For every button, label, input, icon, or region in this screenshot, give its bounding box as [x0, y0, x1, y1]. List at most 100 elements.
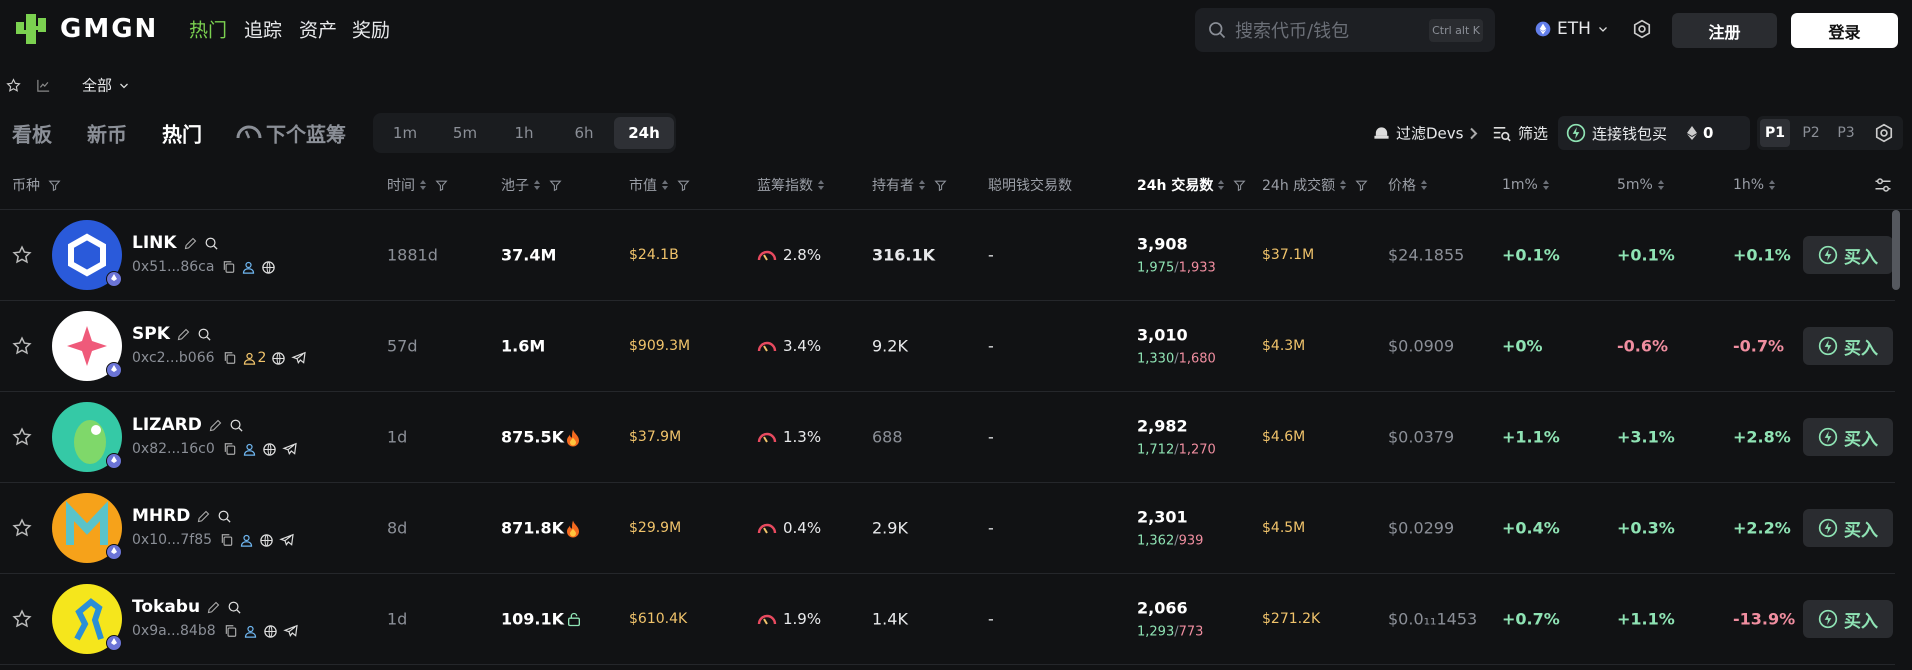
change-h1: -13.9%	[1733, 609, 1796, 629]
buy-button[interactable]: 买入	[1803, 600, 1893, 638]
buy-button[interactable]: 买入	[1803, 418, 1893, 456]
token-symbol[interactable]: SPK	[132, 324, 170, 344]
sort-icon	[1542, 179, 1550, 191]
nav-link[interactable]: 追踪	[244, 19, 283, 42]
column-header[interactable]: 价格	[1388, 175, 1428, 195]
column-header[interactable]: 5m%	[1617, 177, 1665, 193]
nav-link[interactable]: 奖励	[352, 19, 391, 42]
column-header[interactable]: 市值	[629, 175, 690, 195]
token-symbol[interactable]: Tokabu	[132, 597, 201, 617]
favorite-star[interactable]	[12, 336, 32, 356]
website-icon	[261, 260, 276, 275]
change-h1: +2.2%	[1733, 518, 1791, 538]
filter-dropdown[interactable]: 全部	[82, 75, 130, 96]
column-header[interactable]: 聪明钱交易数	[988, 175, 1072, 195]
connect-wallet-buy[interactable]: 连接钱包买 0	[1558, 116, 1750, 150]
bolt-icon	[1818, 245, 1838, 265]
nav-link[interactable]: 资产	[299, 19, 338, 42]
column-header[interactable]: 时间	[387, 175, 448, 195]
time-option[interactable]: 24h	[614, 117, 674, 149]
change-h1: -0.7%	[1733, 336, 1785, 356]
tab[interactable]: 新币	[87, 122, 127, 147]
pool: 871.8K	[501, 518, 565, 538]
pool: 37.4M	[501, 245, 557, 265]
chain-select[interactable]: ETH	[1535, 19, 1609, 39]
login-button[interactable]: 登录	[1791, 13, 1898, 48]
edit-icon	[176, 327, 191, 342]
favorite-star[interactable]	[12, 427, 32, 447]
gauge-icon	[757, 430, 777, 444]
logo[interactable]: GMGN	[12, 10, 158, 48]
bolt-icon	[1818, 336, 1838, 356]
token-symbol[interactable]: LINK	[132, 233, 177, 253]
tab[interactable]: 看板	[12, 122, 52, 147]
filter-icon	[48, 179, 61, 192]
favorite-star[interactable]	[12, 609, 32, 629]
token-symbol[interactable]: LIZARD	[132, 415, 202, 435]
column-header[interactable]: 1m%	[1502, 177, 1550, 193]
nav-link[interactable]: 热门	[189, 19, 228, 42]
token-symbol[interactable]: MHRD	[132, 506, 191, 526]
chain-badge	[106, 635, 122, 651]
smart-money-txs: -	[988, 518, 994, 538]
time-option[interactable]: 5m	[452, 124, 478, 142]
preset-option[interactable]: P2	[1802, 125, 1820, 141]
holders: 2.9K	[872, 518, 908, 538]
preset-option[interactable]: P1	[1760, 119, 1790, 147]
time-option[interactable]: 1h	[514, 124, 534, 142]
market-cap: $24.1B	[629, 247, 679, 263]
price: $0.0₁₁1453	[1388, 609, 1478, 629]
bolt-icon	[1818, 609, 1838, 629]
column-header[interactable]: 1h%	[1733, 177, 1776, 193]
gauge-icon	[757, 248, 777, 262]
preset-settings[interactable]	[1874, 123, 1894, 143]
token-address[interactable]: 0x82...16c0	[132, 441, 215, 457]
bluechip-index: 1.9%	[783, 610, 822, 628]
tab[interactable]: 热门	[162, 122, 202, 147]
token-row[interactable]	[0, 392, 1895, 483]
time-option[interactable]: 1m	[392, 124, 418, 142]
register-button[interactable]: 注册	[1672, 13, 1777, 48]
chart-toggle	[36, 78, 51, 93]
favorite-star[interactable]	[12, 518, 32, 538]
column-label: 持有者	[872, 178, 914, 194]
preset-option[interactable]: P3	[1837, 125, 1855, 141]
bluechip-cell: 3.4%	[757, 337, 821, 355]
filter-icon	[549, 179, 562, 192]
buys-sells: 1,293/773	[1137, 625, 1203, 640]
column-header[interactable]: 持有者	[872, 175, 947, 195]
column-label: 池子	[501, 178, 529, 194]
token-row[interactable]	[0, 210, 1895, 301]
column-header[interactable]: 池子	[501, 175, 562, 195]
token-address[interactable]: 0x10...7f85	[132, 532, 213, 548]
edit-icon	[183, 236, 198, 251]
search-icon	[197, 327, 212, 342]
token-address[interactable]: 0xc2...b066	[132, 350, 215, 366]
token-address[interactable]: 0x51...86ca	[132, 259, 215, 275]
screen-button[interactable]: 筛选	[1492, 123, 1548, 144]
column-header[interactable]: 24h 交易数	[1137, 175, 1246, 195]
token-address[interactable]: 0x9a...84b8	[132, 623, 216, 639]
column-header[interactable]: 币种	[12, 175, 61, 195]
market-cap: $909.3M	[629, 338, 691, 354]
token-row[interactable]	[0, 483, 1895, 574]
token-row[interactable]	[0, 301, 1895, 392]
buy-button[interactable]: 买入	[1803, 509, 1893, 547]
buy-label: 买入	[1844, 429, 1878, 450]
token-row[interactable]	[0, 574, 1895, 665]
price: $0.0909	[1388, 336, 1455, 356]
settings-button[interactable]	[1632, 19, 1652, 39]
buy-button[interactable]: 买入	[1803, 236, 1893, 274]
favorite-star[interactable]	[12, 245, 32, 265]
sort-icon	[1217, 179, 1225, 191]
time-option[interactable]: 6h	[574, 124, 594, 142]
buy-button[interactable]: 买入	[1803, 327, 1893, 365]
search-box[interactable]: 搜索代币/钱包 Ctrl alt K	[1195, 8, 1495, 52]
column-label: 蓝筹指数	[757, 178, 813, 194]
column-header[interactable]: 蓝筹指数	[757, 175, 825, 195]
filter-devs[interactable]: 过滤Devs	[1373, 123, 1479, 144]
column-header[interactable]: 24h 成交额	[1262, 175, 1368, 195]
tab[interactable]: 下个蓝筹	[266, 122, 346, 147]
buy-label: 买入	[1844, 338, 1878, 359]
buys-sells: 1,975/1,933	[1137, 261, 1216, 276]
